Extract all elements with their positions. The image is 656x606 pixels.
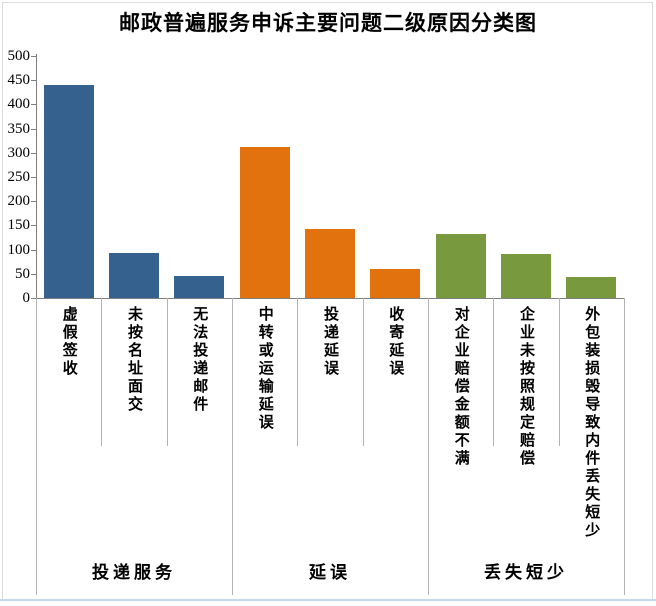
category-label: 虚假签收 <box>60 306 77 378</box>
bottom-accent-line <box>0 599 656 601</box>
y-axis-tick-label: 150 <box>7 217 31 234</box>
category-label: 未按名址面交 <box>126 306 142 414</box>
y-axis-tick-label: 0 <box>22 290 31 306</box>
bar <box>501 254 551 298</box>
y-axis-tick-label: 250 <box>7 169 31 185</box>
category-divider <box>362 298 364 446</box>
group-divider <box>36 298 37 595</box>
x-axis-line <box>36 298 624 299</box>
bar <box>239 147 290 298</box>
group-label: 延误 <box>309 563 351 582</box>
y-axis-tick-label: 400 <box>7 96 31 113</box>
bar <box>305 229 355 298</box>
y-axis-tick-mark <box>31 225 36 227</box>
y-axis-tick-mark <box>31 80 36 82</box>
bar <box>435 234 486 298</box>
bar <box>566 277 617 298</box>
category-label: 企业未按照规定赔偿 <box>518 306 534 468</box>
y-axis-tick-mark <box>31 249 36 251</box>
y-axis-tick-mark <box>31 273 36 275</box>
category-label: 外包装损毁导致内件丢失短少 <box>583 306 600 540</box>
bar <box>109 253 159 298</box>
chart-title: 邮政普遍服务申诉主要问题二级原因分类图 <box>119 11 537 35</box>
category-divider <box>166 298 168 446</box>
y-axis-tick-mark <box>31 298 36 299</box>
group-divider <box>624 298 625 595</box>
y-axis-tick-label: 500 <box>7 48 31 64</box>
category-divider <box>297 298 299 446</box>
bar <box>174 276 225 298</box>
y-axis-tick-label: 50 <box>15 265 30 282</box>
group-label: 丢失短少 <box>484 563 568 582</box>
bar <box>43 85 94 298</box>
category-divider <box>558 298 560 446</box>
y-axis-tick-mark <box>31 128 36 130</box>
y-axis-tick-mark <box>31 201 36 203</box>
y-axis-tick-label: 100 <box>7 241 31 258</box>
group-divider <box>232 298 233 595</box>
category-label: 投递延误 <box>322 306 338 378</box>
y-axis-tick-label: 350 <box>7 120 31 137</box>
bar <box>370 269 421 298</box>
category-label: 无法投递邮件 <box>191 306 208 414</box>
y-axis-tick-mark <box>31 104 36 106</box>
y-axis-tick-mark <box>31 152 36 154</box>
category-label: 中转或运输延误 <box>256 306 273 432</box>
category-divider <box>493 298 495 446</box>
y-axis-tick-label: 300 <box>7 144 31 161</box>
y-axis-tick-label: 200 <box>7 193 31 210</box>
category-divider <box>101 298 103 446</box>
group-label: 投递服务 <box>92 563 176 582</box>
y-axis-tick-mark <box>31 56 36 57</box>
group-divider <box>428 298 429 595</box>
y-axis-tick-mark <box>31 177 36 178</box>
category-label: 对企业赔偿金额不满 <box>452 306 469 468</box>
y-axis-line <box>36 54 37 298</box>
y-axis-tick-label: 450 <box>7 72 31 89</box>
category-label: 收寄延误 <box>387 306 404 378</box>
